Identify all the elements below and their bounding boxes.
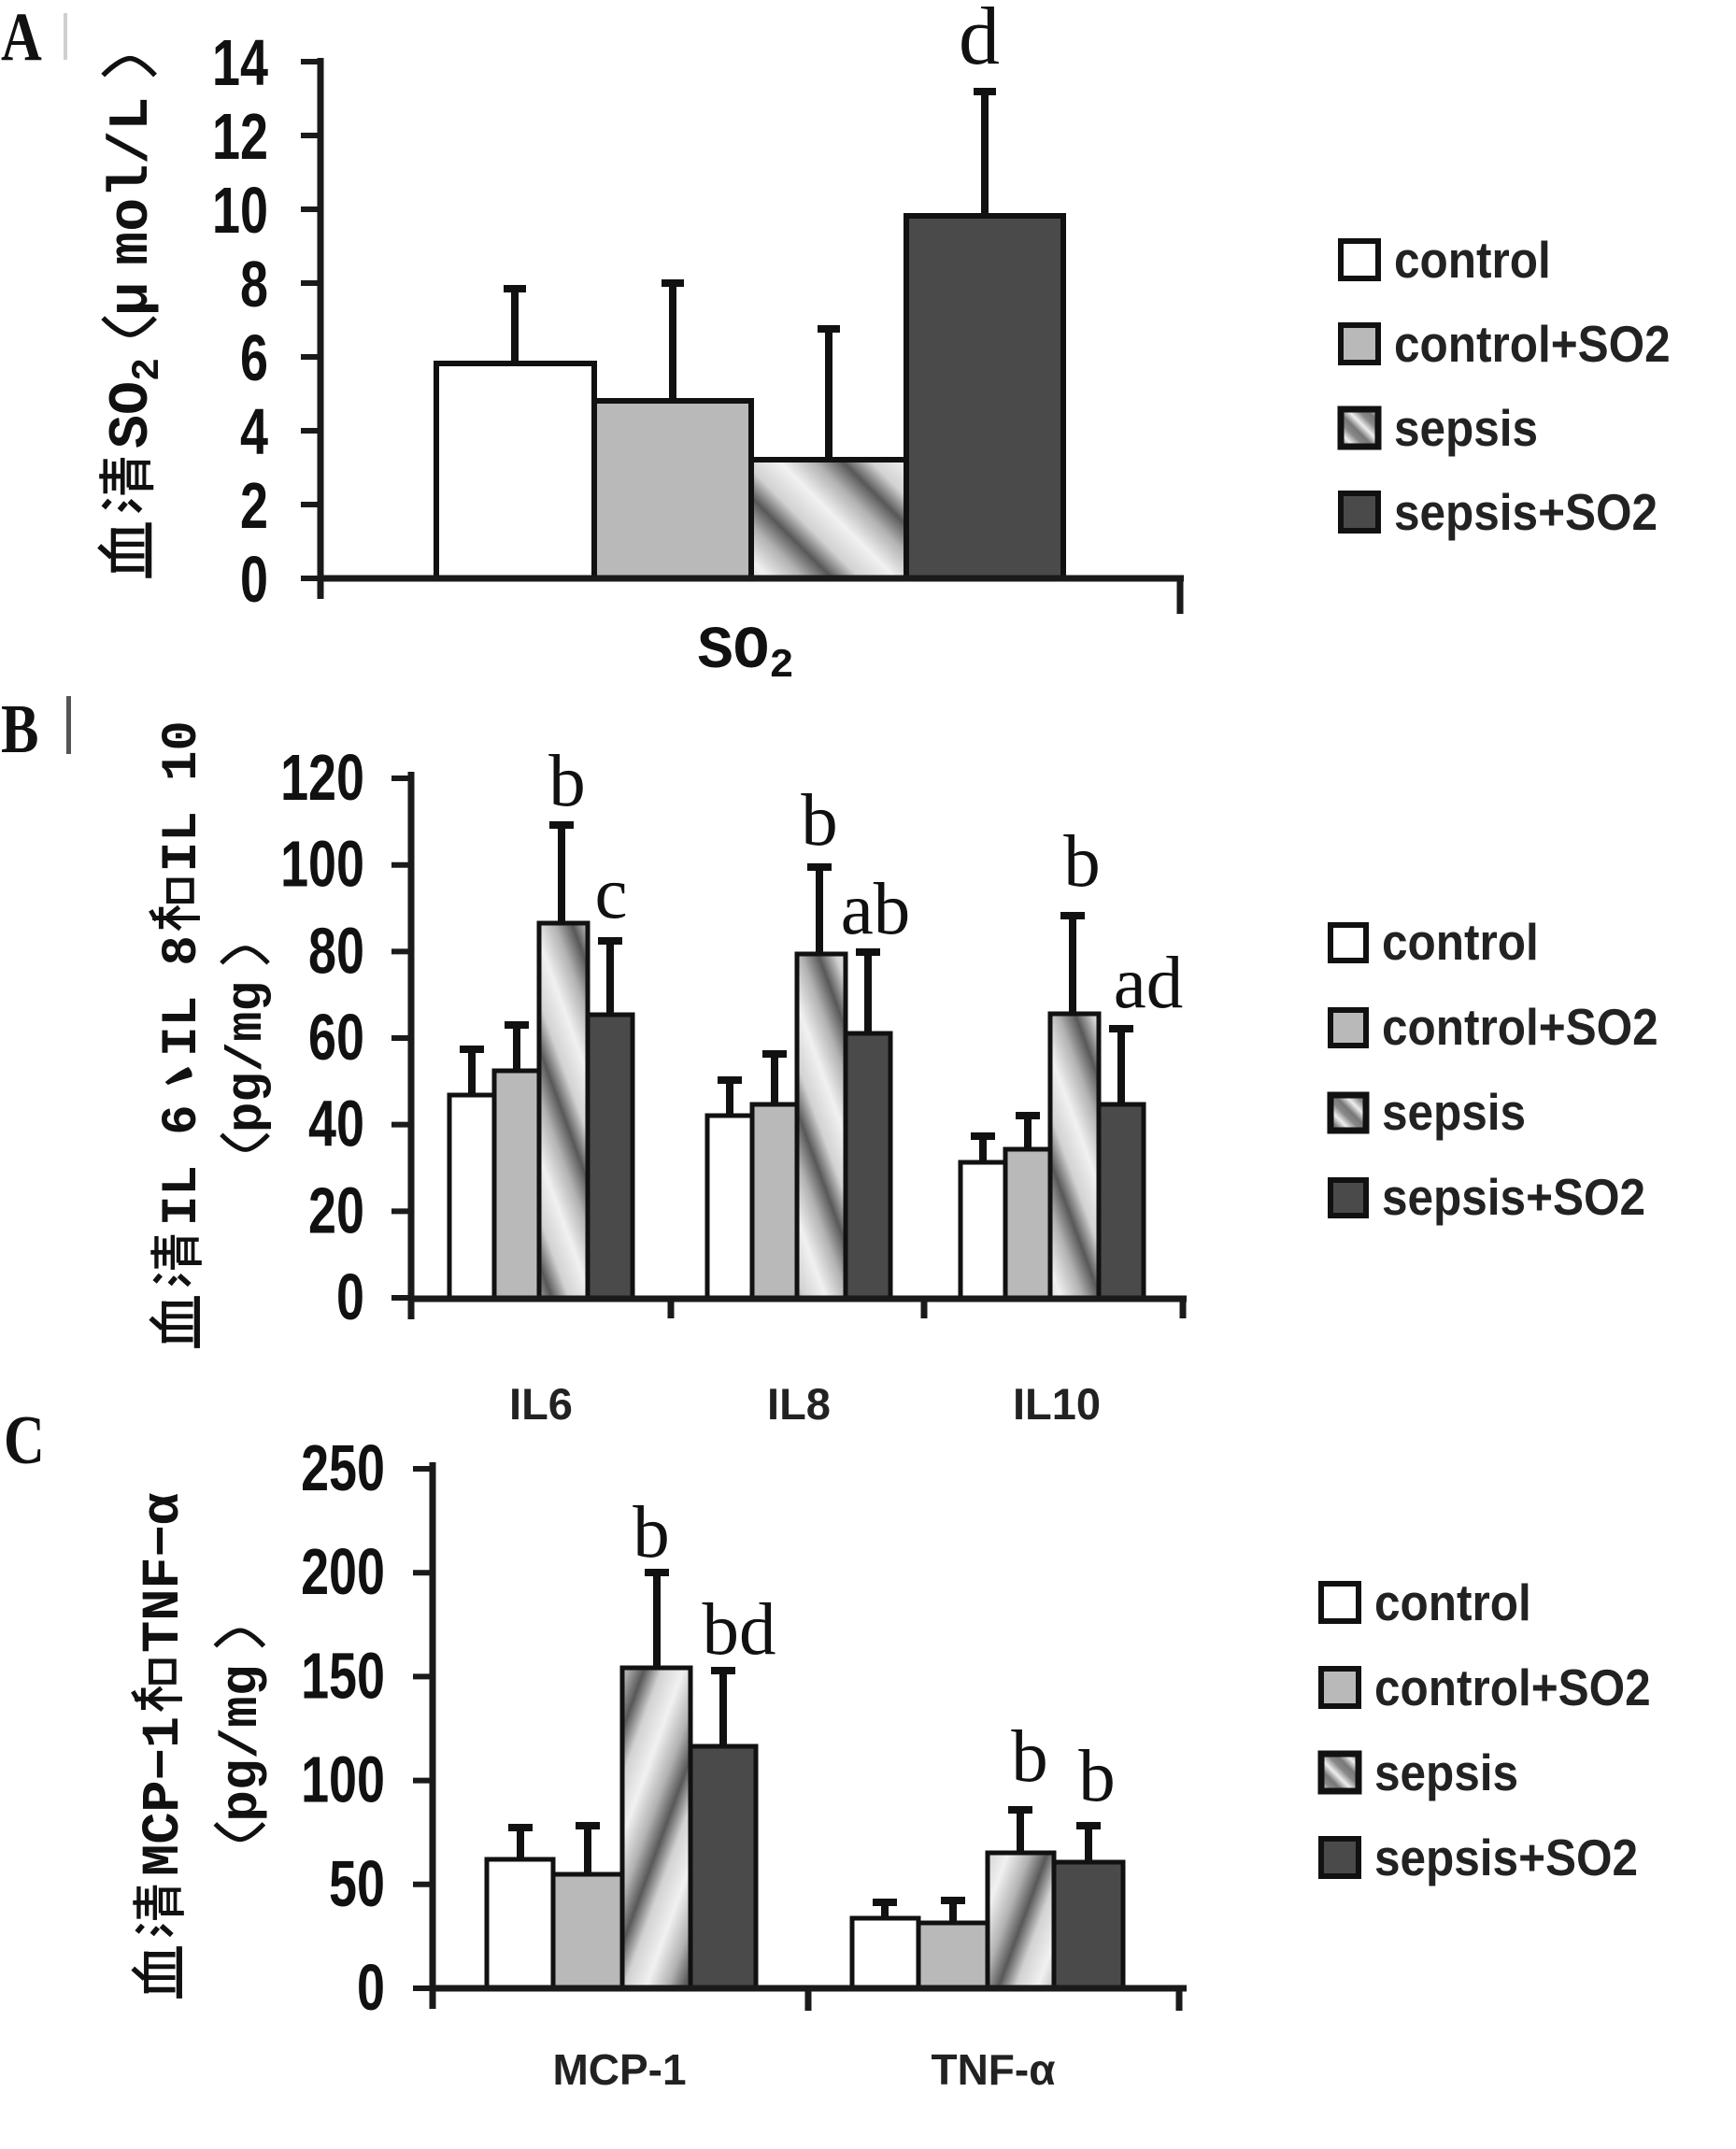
svg-text:pg/mg: pg/mg	[220, 981, 277, 1132]
svg-text:14: 14	[212, 26, 268, 99]
svg-text:IL 6: IL 6	[154, 1104, 211, 1226]
svg-text:100: 100	[301, 1743, 385, 1816]
svg-text:A: A	[1, 0, 42, 75]
svg-text:250: 250	[301, 1431, 385, 1504]
svg-text:bd: bd	[703, 1589, 776, 1671]
svg-text:200: 200	[301, 1535, 385, 1608]
svg-text:control: control	[1382, 915, 1539, 972]
svg-text:20: 20	[308, 1174, 364, 1247]
svg-text:ad: ad	[1114, 943, 1184, 1024]
svg-text:50: 50	[329, 1847, 385, 1920]
svg-text:b: b	[633, 1492, 670, 1573]
svg-text:6: 6	[240, 321, 268, 394]
svg-text:MCP-1: MCP-1	[552, 2045, 686, 2094]
svg-text:sepsis: sepsis	[1374, 1745, 1518, 1802]
svg-text:IL8: IL8	[767, 1379, 831, 1429]
svg-text:MCP−1: MCP−1	[135, 1716, 194, 1876]
svg-text:μ: μ	[101, 282, 164, 316]
svg-text:sepsis+SO2: sepsis+SO2	[1374, 1830, 1638, 1887]
svg-text:12: 12	[212, 100, 268, 173]
svg-text:100: 100	[280, 828, 364, 901]
svg-text:2: 2	[240, 469, 268, 542]
svg-text:2: 2	[125, 358, 170, 381]
svg-text:d: d	[959, 0, 1000, 82]
svg-text:60: 60	[308, 1001, 364, 1074]
svg-text:b: b	[1063, 821, 1101, 903]
svg-text:sepsis: sepsis	[1394, 401, 1538, 458]
svg-text:4: 4	[240, 395, 268, 468]
svg-text:control+SO2: control+SO2	[1374, 1660, 1651, 1717]
svg-text:control: control	[1374, 1575, 1531, 1632]
svg-text:control+SO2: control+SO2	[1394, 317, 1671, 374]
svg-text:150: 150	[301, 1640, 385, 1713]
svg-text:0: 0	[336, 1260, 364, 1333]
svg-text:IL 10: IL 10	[154, 720, 211, 872]
svg-text:B: B	[1, 690, 38, 767]
svg-text:b: b	[801, 780, 838, 861]
svg-text:SO2: SO2	[697, 619, 793, 690]
svg-text:IL 8: IL 8	[154, 935, 211, 1057]
svg-text:control: control	[1394, 233, 1551, 290]
svg-text:c: c	[594, 853, 627, 934]
svg-text:b: b	[1011, 1716, 1048, 1798]
svg-text:SO: SO	[101, 381, 164, 448]
svg-text:sepsis+SO2: sepsis+SO2	[1394, 485, 1658, 542]
svg-text:8: 8	[240, 248, 268, 320]
svg-text:TNF-α: TNF-α	[931, 2045, 1055, 2094]
svg-text:10: 10	[212, 174, 268, 247]
svg-text:sepsis: sepsis	[1382, 1085, 1526, 1142]
svg-text:0: 0	[357, 1951, 385, 2024]
svg-text:mol/L: mol/L	[101, 97, 164, 265]
svg-text:80: 80	[308, 915, 364, 988]
svg-text:C: C	[4, 1402, 45, 1478]
svg-text:IL6: IL6	[509, 1379, 573, 1429]
svg-text:ab: ab	[841, 869, 911, 950]
svg-text:sepsis+SO2: sepsis+SO2	[1382, 1170, 1645, 1227]
svg-text:IL10: IL10	[1013, 1379, 1101, 1429]
svg-text:control+SO2: control+SO2	[1382, 1000, 1658, 1057]
svg-text:0: 0	[240, 543, 268, 616]
svg-text:40: 40	[308, 1088, 364, 1160]
svg-text:TNF−α: TNF−α	[135, 1492, 194, 1653]
svg-text:b: b	[1078, 1736, 1116, 1817]
svg-text:pg/mg: pg/mg	[212, 1665, 272, 1822]
svg-text:b: b	[548, 741, 586, 822]
svg-text:120: 120	[280, 741, 364, 814]
